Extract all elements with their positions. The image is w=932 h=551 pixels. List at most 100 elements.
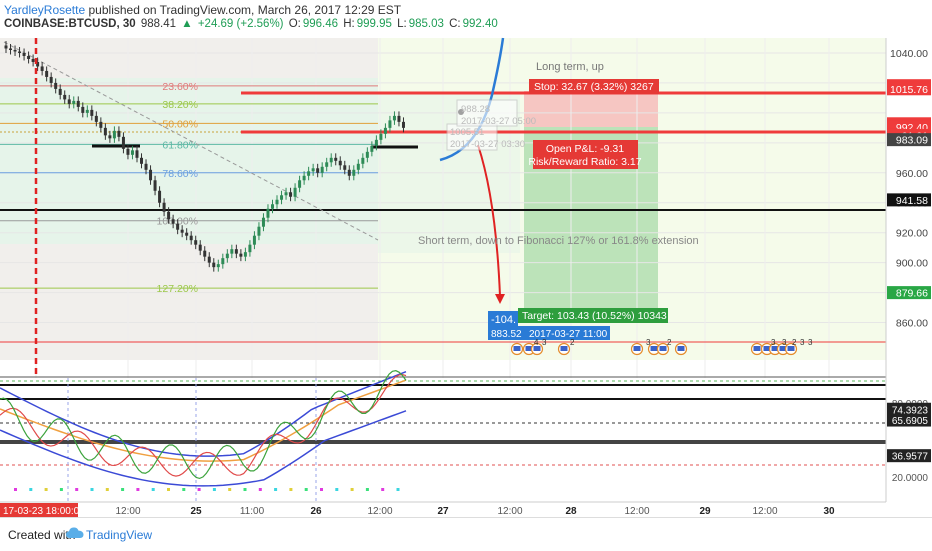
candle-body[interactable] — [388, 120, 392, 128]
pl-box[interactable] — [533, 140, 638, 169]
candle-body[interactable] — [13, 49, 17, 52]
candle-body[interactable] — [81, 106, 85, 113]
candle-body[interactable] — [27, 55, 31, 59]
candle-body[interactable] — [293, 187, 297, 197]
stop-zone[interactable] — [524, 91, 658, 127]
candle-body[interactable] — [4, 45, 8, 49]
stop-label-box[interactable] — [529, 79, 659, 94]
proj-change-box[interactable] — [488, 311, 518, 327]
candle-body[interactable] — [334, 157, 338, 161]
candle-body[interactable] — [140, 157, 144, 164]
candle-body[interactable] — [117, 130, 121, 137]
candle-body[interactable] — [130, 150, 134, 155]
candle-body[interactable] — [307, 171, 311, 176]
candle-body[interactable] — [374, 139, 378, 146]
candle-body[interactable] — [298, 180, 302, 188]
candle-body[interactable] — [36, 61, 40, 67]
candle-body[interactable] — [257, 226, 261, 236]
candle-body[interactable] — [180, 229, 184, 233]
candle-body[interactable] — [22, 52, 26, 56]
candle-body[interactable] — [54, 82, 58, 89]
candle-body[interactable] — [121, 136, 125, 149]
candlestick-series[interactable] — [4, 40, 405, 272]
candle-body[interactable] — [94, 115, 98, 122]
candle-body[interactable] — [207, 256, 211, 263]
trend-line[interactable] — [3, 41, 379, 241]
long-term-curve[interactable] — [439, 37, 505, 162]
candle-body[interactable] — [365, 151, 369, 158]
candle-body[interactable] — [149, 169, 153, 181]
time-axis[interactable] — [0, 502, 886, 517]
candle-body[interactable] — [225, 253, 229, 259]
candle-body[interactable] — [392, 115, 396, 121]
candle-body[interactable] — [198, 244, 202, 251]
candle-body[interactable] — [361, 157, 365, 164]
candle-body[interactable] — [216, 264, 220, 268]
candle-body[interactable] — [320, 166, 324, 173]
candle-body[interactable] — [275, 199, 279, 205]
candle-body[interactable] — [176, 223, 180, 230]
candle-body[interactable] — [85, 109, 89, 113]
candle-body[interactable] — [221, 258, 225, 265]
oscillator-lines[interactable] — [0, 370, 407, 487]
candle-body[interactable] — [40, 66, 44, 71]
proj-info-box[interactable] — [488, 326, 610, 340]
candle-body[interactable] — [370, 145, 374, 152]
candle-body[interactable] — [194, 240, 198, 245]
price-axis[interactable] — [886, 38, 932, 502]
candle-body[interactable] — [167, 211, 171, 220]
stoch-k-line[interactable] — [0, 370, 407, 480]
candle-body[interactable] — [49, 76, 53, 83]
candle-body[interactable] — [343, 165, 347, 170]
candle-body[interactable] — [99, 121, 103, 128]
symbol-label[interactable]: COINBASE:BTCUSD, 30 — [4, 18, 136, 30]
candle-body[interactable] — [280, 195, 284, 200]
ma-line[interactable] — [0, 379, 407, 462]
candle-body[interactable] — [45, 70, 49, 77]
candle-body[interactable] — [103, 127, 107, 136]
trading-chart[interactable]: 23.60%38.20%50.00%61.80%78.60%100.00%127… — [0, 0, 932, 517]
candle-body[interactable] — [347, 169, 351, 176]
candle-body[interactable] — [252, 235, 256, 245]
candle-body[interactable] — [289, 192, 293, 197]
candle-body[interactable] — [266, 208, 270, 218]
candle-body[interactable] — [383, 127, 387, 134]
bollinger-lower-line[interactable] — [0, 410, 407, 487]
fibonacci-levels[interactable]: 23.60%38.20%50.00%61.80%78.60%100.00%127… — [0, 81, 378, 295]
candle-body[interactable] — [185, 232, 189, 236]
candle-body[interactable] — [58, 88, 62, 95]
candle-body[interactable] — [243, 252, 247, 257]
candle-body[interactable] — [379, 133, 383, 140]
candle-body[interactable] — [171, 219, 175, 224]
candle-body[interactable] — [356, 163, 360, 170]
candle-body[interactable] — [144, 163, 148, 170]
target-label-box[interactable] — [518, 308, 668, 323]
candle-body[interactable] — [63, 94, 67, 100]
candle-body[interactable] — [212, 262, 216, 268]
candle-body[interactable] — [90, 109, 94, 116]
candle-body[interactable] — [9, 48, 13, 50]
candle-body[interactable] — [158, 190, 162, 203]
candle-body[interactable] — [325, 162, 329, 167]
candle-body[interactable] — [401, 121, 405, 128]
candle-body[interactable] — [112, 130, 116, 139]
candle-body[interactable] — [329, 157, 333, 163]
candle-body[interactable] — [234, 249, 238, 254]
tradingview-brand[interactable]: TradingView — [86, 528, 153, 542]
candle-body[interactable] — [203, 250, 207, 257]
projection-arrow[interactable] — [477, 144, 501, 297]
candle-body[interactable] — [284, 192, 288, 196]
candle-body[interactable] — [108, 135, 112, 139]
candle-body[interactable] — [153, 180, 157, 191]
candle-body[interactable] — [302, 175, 306, 181]
candle-body[interactable] — [189, 235, 193, 241]
candle-body[interactable] — [72, 100, 76, 104]
candle-body[interactable] — [397, 115, 401, 122]
candle-body[interactable] — [352, 169, 356, 176]
candle-body[interactable] — [261, 217, 265, 227]
candle-body[interactable] — [316, 168, 320, 173]
candle-body[interactable] — [338, 160, 342, 166]
candle-body[interactable] — [230, 249, 234, 254]
stoch-d-line[interactable] — [0, 374, 407, 477]
